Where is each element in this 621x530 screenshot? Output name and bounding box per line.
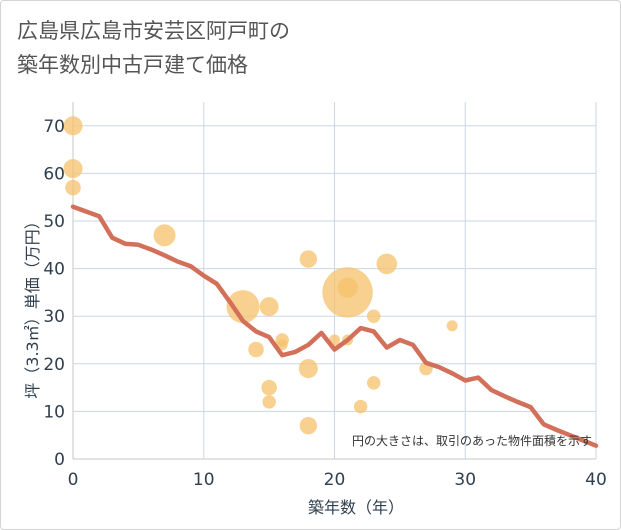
bubble-series [63, 116, 458, 435]
bubble-point [63, 116, 83, 136]
bubble-point [337, 277, 358, 298]
y-tick-label: 30 [43, 307, 65, 327]
bubble-point [65, 179, 81, 196]
y-axis-title: 坪（3.3㎡）単価（万円） [23, 213, 42, 398]
x-tick-label: 10 [193, 470, 215, 490]
bubble-point [366, 376, 381, 390]
chart-title-line-2: 築年数別中古戸建て価格 [17, 53, 248, 77]
grid [73, 102, 597, 459]
bubble-point [261, 379, 277, 396]
bubble-point [153, 224, 176, 247]
y-tick-label: 0 [54, 450, 65, 470]
y-tick-label: 50 [43, 212, 65, 232]
bubble-point [366, 309, 381, 323]
average-price-line [70, 204, 599, 448]
y-tick-label: 40 [43, 260, 65, 280]
bubble-point [298, 359, 318, 379]
x-tick-label: 20 [324, 470, 346, 490]
bubble-point [226, 290, 260, 324]
x-tick-label: 40 [585, 470, 607, 490]
bubble-point [353, 399, 368, 414]
bubble-point [299, 416, 318, 435]
bubble-point [248, 341, 264, 358]
tick-labels: 0 10 20 30 40 50 60 70 0 10 20 30 40 [43, 117, 606, 490]
average-line-series [70, 204, 599, 448]
y-tick-label: 20 [43, 355, 65, 375]
y-tick-label: 70 [43, 117, 65, 137]
bubble-point [63, 159, 83, 179]
bubble-point [276, 339, 288, 351]
bubble-point [262, 395, 276, 409]
x-axis-title: 築年数（年） [308, 498, 404, 517]
bubble-point [446, 320, 458, 332]
y-tick-label: 10 [43, 402, 65, 422]
bubble-point [299, 250, 318, 268]
bubble-point [376, 253, 398, 275]
chart-title-line-1: 広島県広島市安芸区阿戸町の [17, 19, 290, 43]
bubble-point [259, 297, 279, 317]
x-tick-label: 30 [454, 470, 476, 490]
bubble-size-note: 円の大きさは、取引のあった物件面積を示す [352, 433, 592, 448]
y-tick-label: 60 [43, 164, 65, 184]
x-tick-label: 0 [68, 470, 79, 490]
chart-title: 広島県広島市安芸区阿戸町の 築年数別中古戸建て価格 [17, 14, 290, 82]
